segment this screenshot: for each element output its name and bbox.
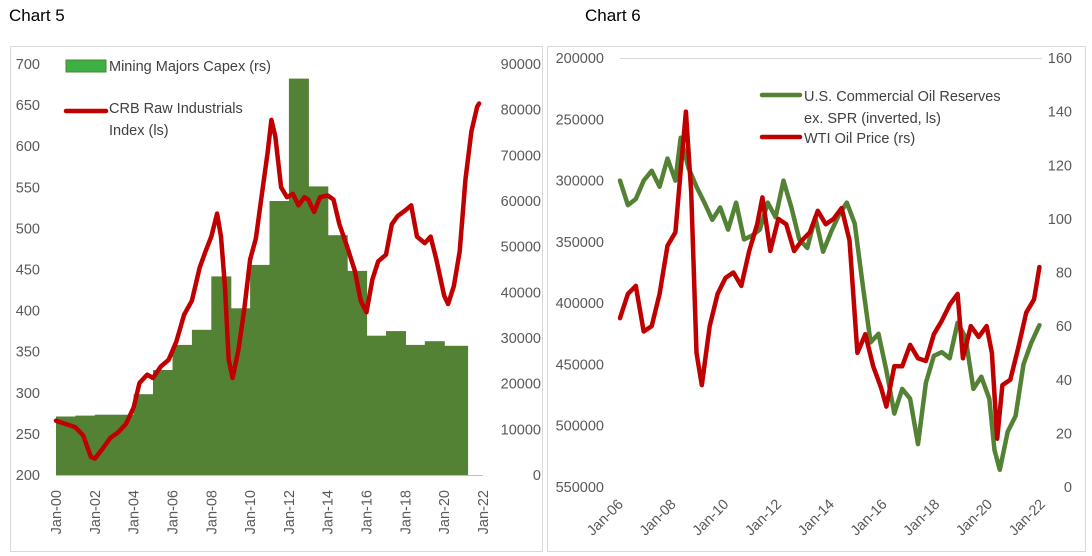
chart6-right-tick-3: 60 [1056,319,1072,335]
chart5-left-tick-4: 400 [16,304,40,320]
chart6-right-tick-7: 140 [1048,105,1072,121]
chart5-x-tick-10: Jan-20 [437,490,453,534]
chart5-capex-bar-19 [444,345,469,475]
chart5-left-tick-3: 350 [16,345,40,361]
chart5-right-tick-5: 50000 [501,240,541,256]
chart5-left-tick-0: 200 [16,468,40,484]
chart5-left-tick-10: 700 [16,57,40,73]
chart6-right-tick-0: 0 [1064,480,1072,496]
chart6-left-tick-5: 450000 [556,357,604,373]
chart5-capex-bars [56,78,469,475]
chart5-right-tick-7: 70000 [501,148,541,164]
chart5-x-tick-6: Jan-12 [282,490,298,534]
chart5-capex-bar-17 [405,344,426,475]
chart5-capex-bar-3 [133,394,154,475]
chart6-heading: Chart 6 [585,6,641,25]
chart5-left-tick-7: 550 [16,180,40,196]
chart5-capex-bar-7 [211,276,232,475]
chart5-axes: 200 250 300 350 400 450 500 550 600 650 700 0 10000 2… [16,57,541,534]
chart5-x-tick-11: Jan-22 [476,490,492,534]
chart5-legend-capex-swatch [65,59,107,73]
chart6-x-tick-0: Jan-06 [584,497,627,540]
chart5-right-tick-8: 80000 [501,103,541,119]
chart5-crb-line [53,101,482,461]
chart5-capex-bar-5 [172,344,193,475]
chart5-x-tick-8: Jan-16 [360,490,376,534]
chart5-x-tick-1: Jan-02 [88,490,104,534]
chart5-left-tick-2: 300 [16,386,40,402]
chart5-left-tick-6: 500 [16,221,40,237]
chart6-left-tick-6: 500000 [556,419,604,435]
chart6-x-tick-5: Jan-16 [848,497,891,540]
chart5-capex-bar-12 [308,186,329,475]
chart5-x-tick-4: Jan-08 [204,490,220,534]
chart5-left-tick-1: 250 [16,427,40,443]
chart5-x-tick-7: Jan-14 [321,490,337,534]
chart6-right-tick-2: 40 [1056,373,1072,389]
chart6-x-tick-4: Jan-14 [795,497,838,540]
chart5-legend-crb-label-line2: Index (ls) [109,123,169,139]
chart6-left-tick-4: 400000 [556,296,604,312]
chart5-crb-line-group [53,101,482,461]
chart5-right-tick-9: 90000 [501,57,541,73]
chart5-x-tick-2: Jan-04 [127,490,143,534]
chart5-right-tick-1: 10000 [501,422,541,438]
chart5-capex-bar-0 [56,416,76,475]
chart5-capex-bar-8 [230,308,251,475]
chart5-right-tick-2: 20000 [501,377,541,393]
chart5-heading: Chart 5 [9,6,65,25]
chart6-x-tick-3: Jan-12 [742,497,785,540]
chart5-right-tick-4: 40000 [501,285,541,301]
chart5-legend: Mining Majors Capex (rs) CRB Raw Industri… [63,59,271,139]
chart5-right-tick-6: 60000 [501,194,541,210]
chart6-x-tick-1: Jan-08 [637,497,680,540]
chart5-capex-bar-15 [366,335,387,475]
chart5-capex-bar-18 [424,341,445,475]
chart6-right-tick-8: 160 [1048,51,1072,67]
chart5-x-tick-0: Jan-00 [49,490,65,534]
chart6-x-tick-7: Jan-20 [953,497,996,540]
chart5-x-tick-9: Jan-18 [398,490,414,534]
chart5-legend-crb-label-line1: CRB Raw Industrials [109,101,243,117]
chart6-left-tick-0: 200000 [556,51,604,67]
chart5-capex-bar-10 [269,201,290,475]
chart6-left-tick-7: 550000 [556,480,604,496]
chart6-lines-group [617,109,1042,473]
chart6-right-tick-5: 100 [1048,212,1072,228]
chart5-right-tick-0: 0 [533,468,541,484]
chart6-x-tick-8: Jan-22 [1006,497,1049,540]
chart6-right-tick-1: 20 [1056,426,1072,442]
chart5-x-tick-3: Jan-06 [165,490,181,534]
chart5-capex-bar-11 [288,78,309,475]
chart6-left-tick-1: 250000 [556,112,604,128]
chart5-frame [10,46,543,552]
chart6-frame [547,46,1086,552]
chart6-oil-reserves-line [617,135,1042,473]
chart6-wti-line [617,109,1042,441]
chart5-right-tick-3: 30000 [501,331,541,347]
chart6-x-tick-2: Jan-10 [690,497,733,540]
chart5-left-tick-9: 650 [16,98,40,114]
chart6-left-tick-2: 300000 [556,174,604,190]
chart5-capex-bar-13 [327,235,348,475]
chart5-capex-bar-14 [347,270,368,475]
chart6-legend-wti-label: WTI Oil Price (rs) [804,131,915,147]
chart6-legend-oil-label-line1: U.S. Commercial Oil Reserves [804,89,1001,105]
chart6-left-tick-3: 350000 [556,235,604,251]
chart5-capex-bar-16 [386,331,406,475]
chart5-capex-bar-9 [250,264,271,475]
chart6-legend-oil-label-line2: ex. SPR (inverted, ls) [804,111,941,127]
chart5-capex-bar-4 [153,370,173,475]
chart5-left-tick-5: 450 [16,263,40,279]
chart6-right-tick-6: 120 [1048,158,1072,174]
chart5-capex-bar-6 [191,329,212,475]
chart6-legend: U.S. Commercial Oil Reserves ex. SPR (inv… [759,89,1001,147]
chart5-left-tick-8: 600 [16,139,40,155]
chart6-right-tick-4: 80 [1056,266,1072,282]
chart5-legend-capex-label: Mining Majors Capex (rs) [109,59,271,75]
chart5-x-tick-5: Jan-10 [243,490,259,534]
chart6-x-tick-6: Jan-18 [901,497,944,540]
